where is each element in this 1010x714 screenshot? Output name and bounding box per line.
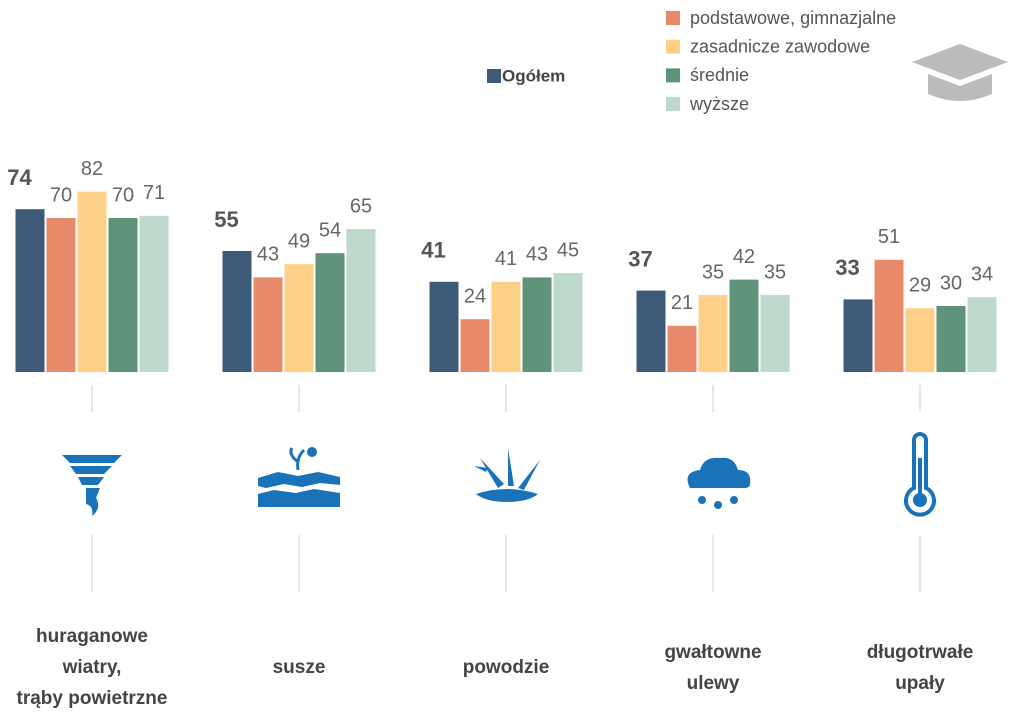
value-label: 74: [7, 165, 32, 190]
bar: [636, 290, 666, 372]
bar: [77, 191, 107, 372]
value-label: 41: [495, 248, 517, 270]
bar: [284, 264, 314, 372]
category-label: huraganowe wiatry, trąby powietrzne: [16, 626, 168, 709]
bar: [522, 277, 552, 372]
bar: [222, 251, 252, 372]
value-label: 65: [350, 195, 372, 217]
legend-label: średnie: [690, 65, 749, 85]
bar: [667, 325, 697, 372]
legend-swatch: [487, 69, 501, 83]
bar: [760, 295, 790, 372]
legend-label: zasadnicze zawodowe: [690, 36, 870, 56]
value-label: 71: [143, 182, 165, 204]
splash-icon: [474, 448, 540, 502]
value-label: 70: [50, 184, 72, 206]
tornado-icon: [62, 455, 122, 516]
value-label: 34: [971, 263, 993, 285]
cap-icon: [912, 44, 1008, 101]
category-label: susze: [272, 657, 326, 678]
value-label: 45: [557, 239, 579, 261]
bar: [139, 215, 169, 372]
value-label: 49: [288, 230, 310, 252]
bar: [843, 299, 873, 372]
bar: [874, 259, 904, 372]
bar: [729, 279, 759, 372]
bar: [905, 308, 935, 372]
bar: [346, 229, 376, 372]
category-label: gwałtowne ulewy: [664, 642, 762, 694]
bar: [253, 277, 283, 372]
value-label: 35: [764, 261, 786, 283]
legend-swatch: [666, 68, 680, 83]
bar: [491, 281, 521, 372]
bar: [967, 297, 997, 372]
legend-swatch: [666, 39, 680, 54]
value-label: 21: [671, 292, 693, 314]
bar: [936, 306, 966, 372]
value-label: 41: [421, 238, 445, 263]
value-label: 51: [878, 226, 900, 248]
legend-swatch: [666, 11, 680, 25]
thermometer-icon: [904, 432, 936, 517]
bar: [315, 253, 345, 372]
value-label: 35: [702, 261, 724, 283]
bar: [15, 209, 45, 372]
icons: [62, 432, 936, 517]
value-label: 54: [319, 219, 341, 241]
value-label: 43: [526, 244, 548, 266]
bar: [108, 218, 138, 372]
bar: [460, 319, 490, 372]
value-label: 82: [81, 158, 103, 180]
value-label: 55: [214, 207, 238, 232]
legend-label: podstawowe, gimnazjalne: [690, 8, 896, 28]
value-label: 29: [909, 274, 931, 296]
value-label: 24: [464, 285, 486, 307]
drought-icon: [258, 472, 340, 507]
value-label: 42: [733, 246, 755, 268]
bar: [46, 218, 76, 372]
value-label: 33: [835, 255, 859, 280]
value-label: 30: [940, 272, 962, 294]
category-label: powodzie: [462, 657, 550, 678]
value-label: 70: [112, 184, 134, 206]
legend-label: Ogółem: [502, 66, 565, 85]
bar: [553, 273, 583, 372]
value-label: 37: [628, 246, 652, 271]
bar: [429, 281, 459, 372]
legend-swatch: [666, 97, 680, 112]
value-label: 43: [257, 244, 279, 266]
legend-label: wyższe: [689, 94, 749, 114]
category-label: długotrwałe upały: [866, 642, 974, 694]
cloud-icon: [687, 457, 751, 488]
bar: [698, 295, 728, 372]
